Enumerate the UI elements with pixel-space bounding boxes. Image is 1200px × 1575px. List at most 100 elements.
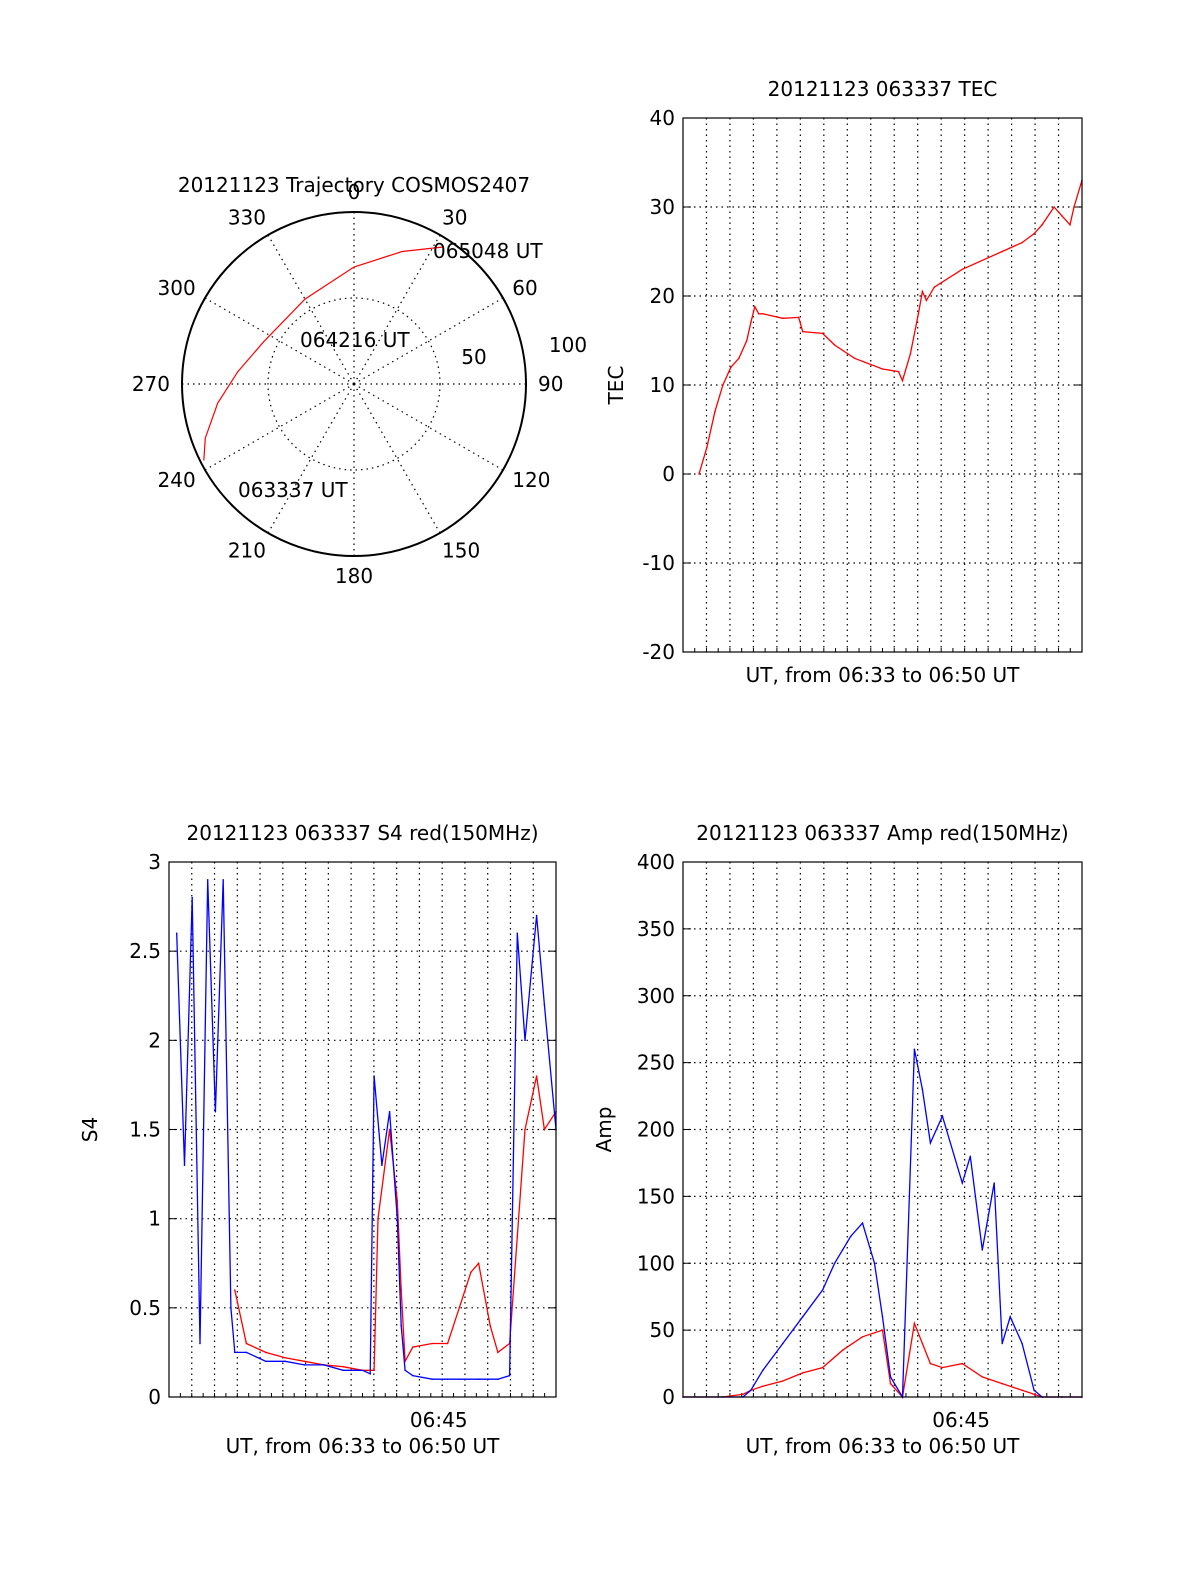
y-axis-label: TEC <box>604 366 628 406</box>
data-point <box>841 1249 844 1251</box>
data-point <box>404 1369 406 1372</box>
data-point <box>961 1362 964 1365</box>
data-point <box>234 1289 236 1291</box>
data-point <box>782 1342 784 1345</box>
data-point <box>489 1324 492 1327</box>
x-axis-label: UT, from 06:33 to 06:50 UT <box>746 663 1021 687</box>
tec-panel: 40 30 20 10 0 -10 -20 20121123 063337 TEC UT, fr… <box>604 77 1083 687</box>
y-axis-label: S4 <box>78 1117 102 1142</box>
data-point <box>714 410 716 413</box>
polar-angle-label: 330 <box>228 206 266 230</box>
data-point <box>206 879 209 881</box>
data-point <box>929 1142 932 1144</box>
y-tick-label: 3 <box>148 850 161 874</box>
data-point <box>1061 215 1063 217</box>
y-tick-label: -20 <box>642 640 675 664</box>
polar-angle-label: 180 <box>335 564 373 588</box>
y-tick-label: 0.5 <box>129 1296 161 1320</box>
polar-radius-label-100: 100 <box>549 333 587 357</box>
data-point <box>730 366 732 369</box>
data-point <box>921 1088 924 1091</box>
data-point <box>849 1235 852 1238</box>
y-tick-label: 0 <box>662 1385 675 1409</box>
data-point <box>750 1389 752 1392</box>
plot-frame <box>682 117 1083 653</box>
data-point <box>801 1372 804 1374</box>
data-point <box>381 1164 383 1166</box>
data-point <box>199 1342 201 1345</box>
x-axis-label: UT, from 06:33 to 06:50 UT <box>746 1434 1021 1458</box>
polar-inner-circle <box>267 297 441 471</box>
x-tick-label: 06:45 <box>410 1408 468 1432</box>
data-point <box>801 1316 804 1318</box>
data-point <box>323 1364 325 1366</box>
data-point <box>917 313 920 315</box>
y-tick-label: 10 <box>650 373 675 397</box>
data-point <box>821 1366 824 1369</box>
polar-spoke <box>353 383 504 471</box>
polar-spoke <box>353 234 441 385</box>
data-point <box>1001 1382 1003 1385</box>
polar-title: 20121123 Trajectory COSMOS2407 <box>178 173 530 197</box>
polar-angle-label: 210 <box>228 538 266 562</box>
data-point <box>400 1289 403 1291</box>
data-point <box>981 1249 984 1251</box>
y-tick-label: 200 <box>637 1118 675 1142</box>
data-point <box>245 1351 248 1354</box>
polar-angle-label: 120 <box>512 468 550 492</box>
data-point <box>941 1115 944 1117</box>
data-point <box>742 1393 744 1396</box>
data-point <box>234 1351 236 1354</box>
data-point <box>369 1373 372 1375</box>
polar-spoke <box>267 383 355 534</box>
data-point <box>477 1378 480 1380</box>
y-tick-label: 350 <box>637 917 675 941</box>
data-point <box>750 321 752 324</box>
data-point <box>754 305 756 308</box>
y-axis-label: Amp <box>592 1107 616 1153</box>
x-axis-label: UT, from 06:33 to 06:50 UT <box>226 1434 501 1458</box>
data-point <box>929 1362 932 1365</box>
data-point <box>400 1324 403 1327</box>
panel-title: 20121123 063337 TEC <box>768 77 998 101</box>
data-point <box>933 286 936 288</box>
y-tick-label: 40 <box>650 106 675 130</box>
data-point <box>543 1003 546 1006</box>
data-point <box>881 1316 884 1318</box>
polar-angle-labels: 0 30 60 90 120 150 180 210 240 270 300 330 <box>132 180 564 588</box>
polar-trajectory-line <box>203 246 444 461</box>
data-point <box>833 344 836 346</box>
data-point <box>222 879 224 881</box>
data-point <box>706 446 708 449</box>
data-point <box>833 1262 836 1265</box>
data-point <box>303 1364 306 1366</box>
data-point <box>497 1351 499 1354</box>
data-point <box>396 1200 399 1202</box>
data-point <box>446 1342 449 1345</box>
polar-angle-label: 150 <box>442 538 480 562</box>
polar-angle-label: 30 <box>442 206 467 230</box>
data-point <box>1033 232 1035 235</box>
data-point <box>516 932 519 935</box>
y-tick-label: -10 <box>642 551 675 575</box>
series-line-blue <box>683 1049 1082 1400</box>
y-tick-label: 250 <box>637 1051 675 1075</box>
data-point <box>470 1271 472 1273</box>
amp-panel: 400 350 300 250 200 150 100 50 0 20121123 063337 … <box>592 821 1083 1458</box>
data-point <box>901 379 904 382</box>
data-point <box>214 1110 217 1113</box>
y-tick-label: 1.5 <box>129 1118 161 1142</box>
data-point <box>431 1378 434 1380</box>
data-point <box>853 357 856 360</box>
data-point <box>1069 224 1071 226</box>
polar-spoke <box>353 297 504 385</box>
polar-angle-label: 90 <box>538 372 563 396</box>
data-point <box>897 370 900 373</box>
data-point <box>265 1360 267 1363</box>
y-tick-label: 400 <box>637 850 675 874</box>
data-point <box>889 1382 892 1385</box>
data-point <box>396 1217 399 1220</box>
data-point <box>175 932 178 935</box>
data-point <box>361 1369 364 1372</box>
